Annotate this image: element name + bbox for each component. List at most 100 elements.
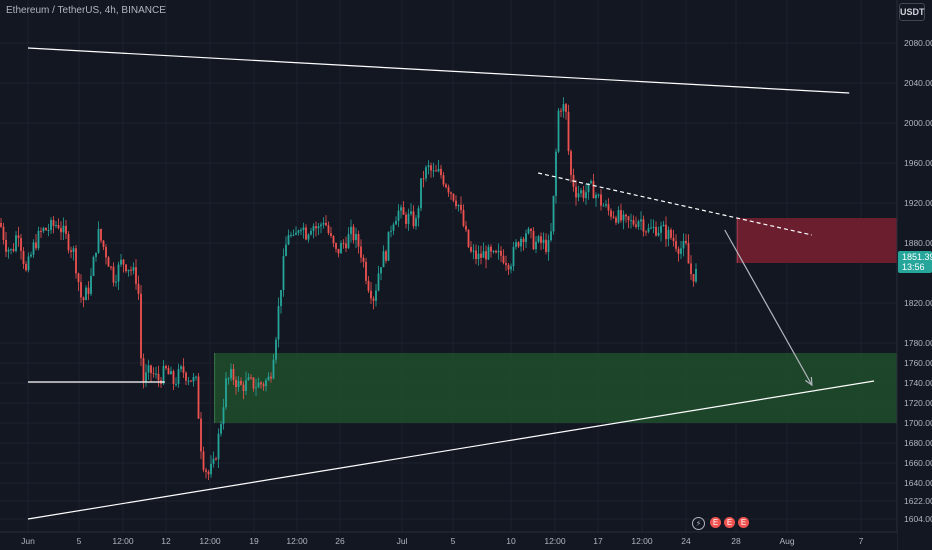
candle (412, 211, 415, 227)
earnings-icon[interactable]: E (724, 517, 735, 528)
candle (660, 226, 662, 233)
candle (685, 241, 687, 244)
candle (492, 250, 495, 252)
candle (32, 242, 35, 255)
y-tick-label: 1680.00 (904, 438, 932, 448)
candle (625, 214, 627, 217)
earnings-icon[interactable]: E (710, 517, 721, 528)
x-tick-label: Jun (21, 536, 35, 546)
candle (392, 224, 395, 231)
candle (370, 290, 372, 299)
earnings-icon[interactable]: E (738, 517, 749, 528)
candle (460, 204, 462, 211)
candle (50, 220, 52, 230)
y-tick-label: 2040.00 (904, 78, 932, 88)
candle (5, 239, 7, 252)
supply-zone (737, 218, 897, 263)
candle (90, 275, 92, 294)
candle (157, 373, 160, 381)
candle (327, 225, 330, 234)
candle (120, 259, 122, 265)
y-tick-label: 1640.00 (904, 478, 932, 488)
candle (545, 239, 547, 252)
x-tick-label: 17 (593, 536, 603, 546)
candle (365, 261, 367, 281)
candles (0, 97, 697, 480)
candle (677, 248, 680, 254)
candle (562, 104, 565, 112)
candle (567, 111, 570, 152)
candle (665, 224, 667, 240)
candle (112, 266, 115, 283)
currency-button[interactable]: USDT (899, 3, 925, 21)
candle (592, 181, 595, 199)
candle (380, 267, 382, 274)
y-tick-label: 1720.00 (904, 398, 932, 408)
candle (630, 220, 632, 222)
candle (235, 379, 237, 388)
candle (122, 259, 125, 265)
candle (67, 234, 70, 251)
candle (605, 204, 607, 206)
candle (615, 217, 617, 223)
candle (587, 183, 590, 193)
candle (475, 250, 477, 260)
candle (457, 204, 460, 207)
candle (57, 225, 60, 229)
candle (170, 371, 172, 375)
candle (295, 232, 297, 235)
candle (262, 384, 265, 387)
candle (110, 266, 112, 268)
candle (432, 170, 435, 172)
candle (275, 339, 277, 360)
candle (217, 433, 220, 460)
candle (272, 359, 275, 379)
x-tick-label: 12 (161, 536, 171, 546)
y-tick-label: 1920.00 (904, 198, 932, 208)
candle (65, 225, 67, 235)
candle (695, 268, 697, 282)
candle (115, 281, 117, 283)
candle (320, 224, 322, 227)
candle (200, 418, 202, 452)
candle (692, 274, 695, 282)
candle (642, 219, 645, 232)
candle (277, 306, 280, 340)
candle (227, 378, 230, 380)
x-tick-label: 12:00 (631, 536, 653, 546)
candle (75, 248, 77, 274)
candle (162, 365, 165, 384)
y-tick-label: 1960.00 (904, 158, 932, 168)
candle (317, 226, 320, 229)
candle (552, 195, 555, 232)
candle (147, 365, 150, 373)
candle (285, 244, 287, 257)
candle (142, 358, 145, 383)
candle (202, 451, 205, 470)
candle (145, 372, 147, 383)
candle (222, 407, 225, 425)
candle (312, 226, 315, 231)
candle (172, 371, 175, 385)
candle (645, 231, 647, 233)
candle (167, 368, 170, 375)
candle (15, 235, 17, 251)
candle (627, 216, 630, 221)
y-tick-label: 1820.00 (904, 298, 932, 308)
candle (45, 227, 47, 231)
candle (360, 246, 362, 258)
arrow-head (804, 376, 813, 387)
candle (335, 243, 337, 249)
candle (305, 227, 307, 240)
y-tick-label: 1604.00 (904, 514, 932, 524)
candle (30, 254, 32, 257)
candle (415, 218, 417, 227)
candle (622, 214, 625, 221)
candle (35, 242, 37, 249)
candle (687, 243, 690, 264)
lightning-icon[interactable]: ⚡ (692, 517, 705, 530)
candle (12, 249, 15, 251)
candle (450, 192, 452, 194)
candle (390, 230, 392, 232)
